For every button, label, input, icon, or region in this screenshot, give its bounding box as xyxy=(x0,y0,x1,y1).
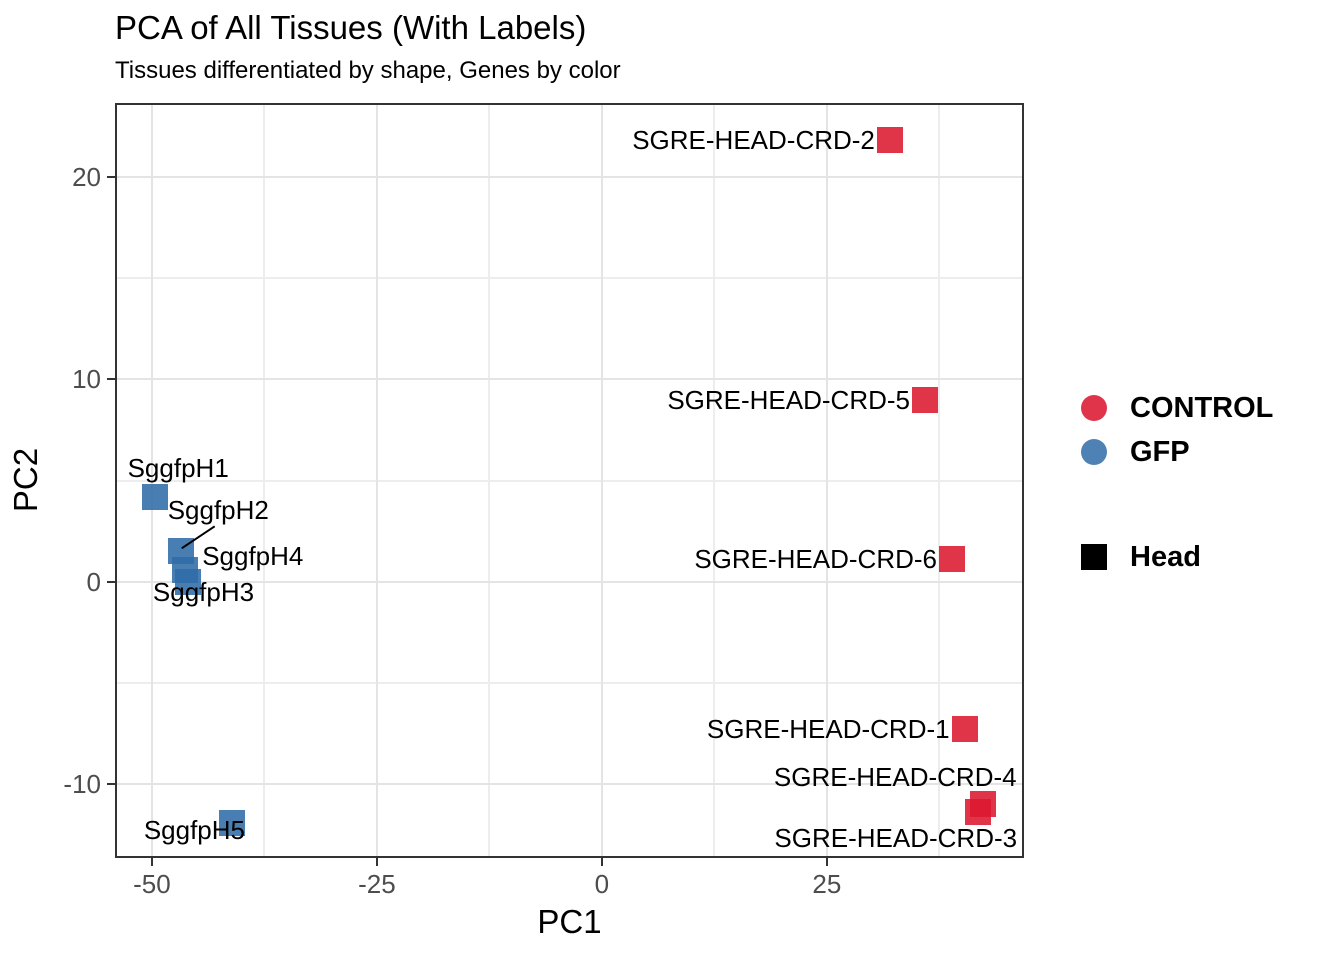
circle-swatch-icon xyxy=(1081,439,1107,465)
y-tick-label: 20 xyxy=(72,161,101,192)
data-point-sggfph5 xyxy=(219,809,245,836)
square-swatch-icon xyxy=(1081,544,1107,570)
circle-swatch-icon xyxy=(1081,395,1107,421)
x-tick-label: -50 xyxy=(133,869,171,899)
x-axis-title: PC1 xyxy=(537,903,602,940)
y-tick-label: 10 xyxy=(72,364,101,395)
gridline-horizontal-minor xyxy=(115,681,1024,684)
plot-panel: SGRE-HEAD-CRD-2 SGRE-HEAD-CRD-5 SGRE-HEAD-… xyxy=(115,103,1024,858)
legend-item-head: Head xyxy=(1081,535,1201,579)
data-point-sggfph1 xyxy=(141,483,168,510)
x-tick-mark xyxy=(825,858,828,866)
plot-subtitle: Tissues differentiated by shape, Genes b… xyxy=(115,57,621,84)
legend-genes: CONTROL GFP xyxy=(1081,386,1273,474)
plot-title: PCA of All Tissues (With Labels) xyxy=(115,9,587,46)
gridline-horizontal-minor xyxy=(115,277,1024,280)
point-label-sgre-head-crd-3: SGRE-HEAD-CRD-3 xyxy=(774,823,1018,854)
y-tick-label: -10 xyxy=(63,769,101,800)
point-label-sggfph2: SggfpH2 xyxy=(167,495,269,526)
gridline-horizontal-major xyxy=(115,580,1024,583)
gridline-vertical-major xyxy=(825,103,828,858)
point-label-sgre-head-crd-4: SGRE-HEAD-CRD-4 xyxy=(773,762,1017,793)
x-tick-label: -25 xyxy=(358,869,396,899)
x-tick-label: 25 xyxy=(812,869,842,899)
legend-label-head: Head xyxy=(1130,541,1201,573)
point-label-sgre-head-crd-6: SGRE-HEAD-CRD-6 xyxy=(694,544,937,575)
data-point-sggfph3 xyxy=(174,568,201,595)
x-tick-mark xyxy=(150,858,153,866)
point-label-sgre-head-crd-2: SGRE-HEAD-CRD-2 xyxy=(632,125,875,156)
gridline-horizontal-major xyxy=(115,783,1024,786)
data-point-sgre-head-crd-2 xyxy=(876,127,903,154)
gridline-vertical-major xyxy=(150,103,153,858)
x-tick-mark xyxy=(600,858,603,866)
x-tick-mark xyxy=(375,858,378,866)
gridline-vertical-major xyxy=(600,103,603,858)
data-point-sgre-head-crd-1 xyxy=(951,716,978,743)
data-point-sgre-head-crd-5 xyxy=(912,386,938,413)
legend-tissue: Head xyxy=(1081,535,1201,579)
point-label-sggfph3: SggfpH3 xyxy=(152,576,255,607)
y-tick-mark xyxy=(107,378,115,381)
gridline-vertical-major xyxy=(375,103,378,858)
y-axis-title: PC2 xyxy=(7,447,44,513)
y-tick-label: 0 xyxy=(86,566,101,597)
x-tick-label: 0 xyxy=(594,869,610,899)
legend-item-control: CONTROL xyxy=(1081,386,1273,430)
point-label-sggfph4: SggfpH4 xyxy=(202,540,304,571)
y-tick-mark xyxy=(107,580,115,583)
y-tick-mark xyxy=(107,783,115,786)
gridline-horizontal-minor xyxy=(115,479,1024,482)
point-label-sggfph1: SggfpH1 xyxy=(127,452,229,483)
legend-label-gfp: GFP xyxy=(1130,436,1190,468)
data-point-sgre-head-crd-6 xyxy=(939,546,965,573)
y-tick-mark xyxy=(107,175,115,178)
point-label-sgre-head-crd-1: SGRE-HEAD-CRD-1 xyxy=(706,714,950,745)
gridline-horizontal-major xyxy=(115,175,1024,178)
point-label-sgre-head-crd-5: SGRE-HEAD-CRD-5 xyxy=(667,384,910,415)
point-label-sggfph5: SggfpH5 xyxy=(143,814,245,845)
data-point-sgre-head-crd-3 xyxy=(965,799,992,826)
legend-item-gfp: GFP xyxy=(1081,430,1273,474)
gridline-horizontal-major xyxy=(115,378,1024,381)
legend-label-control: CONTROL xyxy=(1130,392,1274,424)
